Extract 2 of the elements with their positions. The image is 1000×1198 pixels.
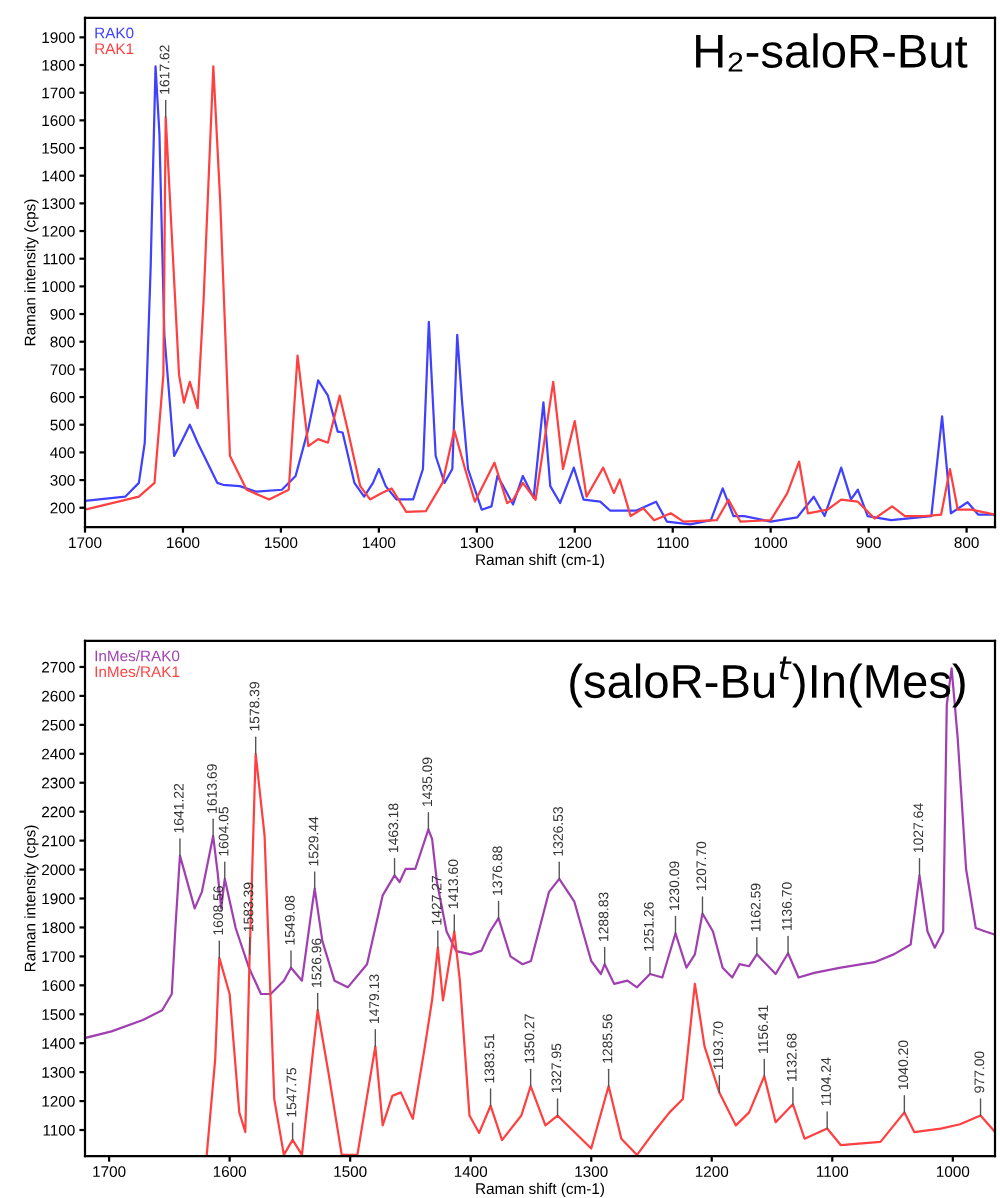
- chart-title: H₂-saloR-But: [696, 33, 968, 72]
- line-series: [205, 752, 995, 1157]
